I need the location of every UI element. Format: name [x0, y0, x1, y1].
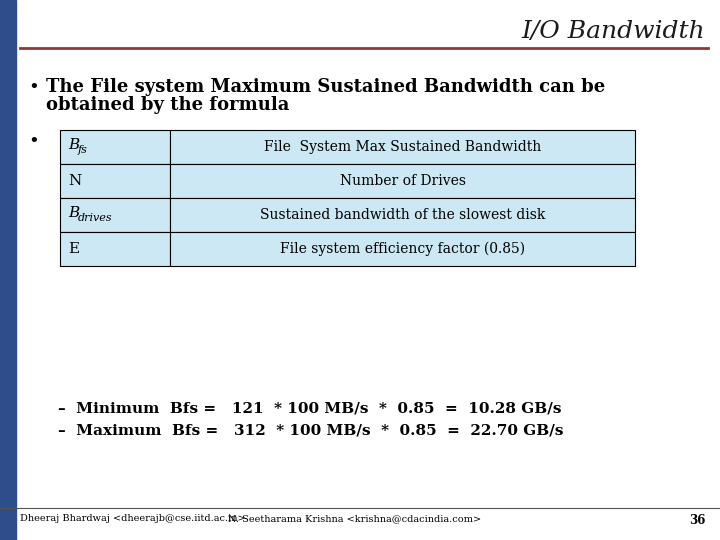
Text: Number of Drives: Number of Drives [340, 174, 466, 188]
Text: 36: 36 [690, 514, 706, 527]
Text: The File system Maximum Sustained Bandwidth can be: The File system Maximum Sustained Bandwi… [46, 78, 606, 96]
Bar [170, 130, 635, 164]
Bar [170, 198, 635, 232]
Text: File  System Max Sustained Bandwidth: File System Max Sustained Bandwidth [264, 140, 541, 154]
Text: B: B [68, 138, 79, 152]
Text: Sustained bandwidth of the slowest disk: Sustained bandwidth of the slowest disk [260, 208, 545, 222]
Text: •: • [28, 132, 39, 150]
Bar [170, 232, 635, 266]
Text: I/O Bandwidth: I/O Bandwidth [521, 21, 705, 44]
Text: N. Seetharama Krishna <krishna@cdacindia.com>: N. Seetharama Krishna <krishna@cdacindia… [228, 514, 482, 523]
Text: E: E [68, 242, 79, 256]
Text: N: N [68, 174, 81, 188]
Text: Dheeraj Bhardwaj <dheerajb@cse.iitd.ac.in>: Dheeraj Bhardwaj <dheerajb@cse.iitd.ac.i… [20, 514, 246, 523]
Text: •: • [28, 78, 39, 96]
Bar [170, 164, 635, 198]
Text: obtained by the formula: obtained by the formula [46, 96, 289, 114]
Bar [60, 164, 170, 198]
Bar [60, 232, 170, 266]
Bar [0, 0, 16, 540]
Text: fs: fs [78, 145, 88, 155]
Text: B: B [68, 206, 79, 220]
Bar [60, 198, 170, 232]
Text: –  Maximum  Bfs =   312  * 100 MB/s  *  0.85  =  22.70 GB/s: – Maximum Bfs = 312 * 100 MB/s * 0.85 = … [58, 424, 564, 438]
Bar [60, 130, 170, 164]
Text: –  Minimum  Bfs =   121  * 100 MB/s  *  0.85  =  10.28 GB/s: – Minimum Bfs = 121 * 100 MB/s * 0.85 = … [58, 402, 562, 416]
Text: drives: drives [78, 213, 112, 223]
Text: File system efficiency factor (0.85): File system efficiency factor (0.85) [280, 242, 525, 256]
